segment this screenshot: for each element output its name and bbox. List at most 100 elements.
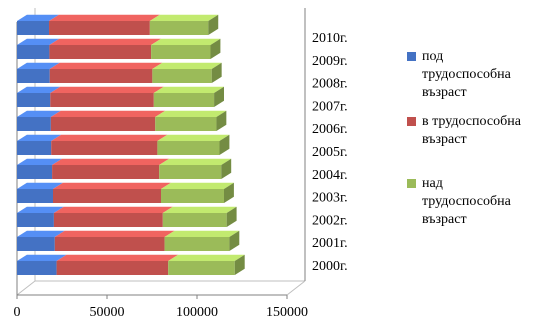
bar-top-face xyxy=(50,86,164,93)
category-label: 2001г. xyxy=(312,236,348,251)
category-label: 2002г. xyxy=(312,213,348,228)
bar-segment-2009г.-3 xyxy=(151,38,221,59)
bar-segment-2002г.-3 xyxy=(162,206,237,227)
bar-top-face xyxy=(161,182,234,189)
bar-front-face xyxy=(56,261,169,275)
bar-front-face xyxy=(168,261,235,275)
bar-front-face xyxy=(17,165,53,179)
bar-front-face xyxy=(50,117,156,131)
bar-segment-2000г.-1 xyxy=(17,254,67,275)
bar-front-face xyxy=(17,45,50,59)
category-label: 2000г. xyxy=(312,259,348,274)
bar-top-face xyxy=(52,158,170,165)
bar-segment-2001г.-1 xyxy=(17,230,65,251)
category-labels: 2000г. 2001г. 2002г. 2003г. 2004г. 2005г. 2006… xyxy=(312,31,348,274)
bar-top-face xyxy=(17,86,61,93)
bar-front-face xyxy=(17,237,55,251)
bar-segment-2005г.-3 xyxy=(157,134,230,155)
legend-swatch xyxy=(407,52,416,61)
bar-top-face xyxy=(17,110,61,117)
legend-item: в трудоспособна възраст xyxy=(407,114,522,147)
floor-edge xyxy=(16,280,36,296)
bar-front-face xyxy=(159,165,222,179)
category-label: 2005г. xyxy=(312,145,348,160)
legend-label: над трудоспособна възраст xyxy=(422,176,512,227)
bar-side-face xyxy=(210,38,221,59)
bar-front-face xyxy=(164,237,230,251)
bar-top-face xyxy=(49,14,160,21)
x-tick-label: 100000 xyxy=(176,305,218,320)
bar-top-face xyxy=(149,14,219,21)
bar-front-face xyxy=(161,189,224,203)
legend-item: над трудоспособна възраст xyxy=(407,176,512,227)
bar-side-face xyxy=(216,110,227,131)
bar-top-face xyxy=(51,134,168,141)
bar-front-face xyxy=(53,189,161,203)
legend-swatch xyxy=(407,179,416,188)
bar-segment-2006г.-3 xyxy=(155,110,227,131)
bar-segment-2006г.-1 xyxy=(17,110,61,131)
bar-segment-2003г.-2 xyxy=(53,182,171,203)
bar-front-face xyxy=(50,93,154,107)
bar-front-face xyxy=(53,213,163,227)
bar-segment-2008г.-1 xyxy=(17,62,60,83)
bar-front-face xyxy=(151,45,211,59)
legend-item: под трудоспособна възраст xyxy=(407,49,512,100)
bar-segment-2001г.-2 xyxy=(54,230,175,251)
bar-top-face xyxy=(17,134,62,141)
bar-top-face xyxy=(17,14,59,21)
bar-front-face xyxy=(153,93,215,107)
bar-top-face xyxy=(17,206,64,213)
bars-group xyxy=(17,14,245,275)
bar-side-face xyxy=(221,158,232,179)
bar-front-face xyxy=(17,261,57,275)
bar-front-face xyxy=(17,141,52,155)
legend-label: в трудоспособна възраст xyxy=(422,114,522,147)
bar-top-face xyxy=(54,230,175,237)
bar-side-face xyxy=(234,254,245,275)
bar-front-face xyxy=(17,93,51,107)
bar-top-face xyxy=(151,38,221,45)
bar-segment-2009г.-1 xyxy=(17,38,60,59)
bar-top-face xyxy=(159,158,232,165)
category-label: 2004г. xyxy=(312,168,348,183)
bar-front-face xyxy=(17,69,50,83)
bar-segment-2003г.-1 xyxy=(17,182,63,203)
bar-segment-2007г.-1 xyxy=(17,86,61,107)
category-label: 2010г. xyxy=(312,31,348,46)
bar-segment-2005г.-2 xyxy=(51,134,168,155)
legend: под трудоспособна възраст в трудоспособна въ… xyxy=(407,49,522,227)
category-label: 2007г. xyxy=(312,99,348,114)
legend-label: под трудоспособна възраст xyxy=(422,49,512,100)
bar-side-face xyxy=(229,230,240,251)
bar-top-face xyxy=(155,110,227,117)
bar-top-face xyxy=(17,38,60,45)
category-label: 2003г. xyxy=(312,191,348,206)
bar-side-face xyxy=(224,182,234,203)
bar-front-face xyxy=(157,141,220,155)
bar-segment-2008г.-2 xyxy=(49,62,163,83)
bar-front-face xyxy=(17,21,50,35)
bar-side-face xyxy=(219,134,230,155)
bar-top-face xyxy=(162,206,237,213)
bar-front-face xyxy=(52,165,160,179)
bar-top-face xyxy=(49,62,163,69)
bar-top-face xyxy=(17,62,60,69)
bar-segment-2010г.-2 xyxy=(49,14,160,35)
bar-segment-2008г.-3 xyxy=(152,62,222,83)
bar-top-face xyxy=(17,158,62,165)
bar-segment-2009г.-2 xyxy=(49,38,161,59)
bar-front-face xyxy=(49,45,152,59)
bar-segment-2002г.-2 xyxy=(53,206,173,227)
bar-segment-2004г.-3 xyxy=(159,158,232,179)
bar-front-face xyxy=(162,213,227,227)
category-label: 2008г. xyxy=(312,77,348,92)
legend-swatch xyxy=(407,117,416,126)
bar-top-face xyxy=(157,134,230,141)
bar-top-face xyxy=(153,86,224,93)
bar-top-face xyxy=(17,254,67,261)
bar-segment-2007г.-2 xyxy=(50,86,164,107)
x-tick-label: 0 xyxy=(14,305,21,320)
bar-segment-2010г.-3 xyxy=(149,14,219,35)
